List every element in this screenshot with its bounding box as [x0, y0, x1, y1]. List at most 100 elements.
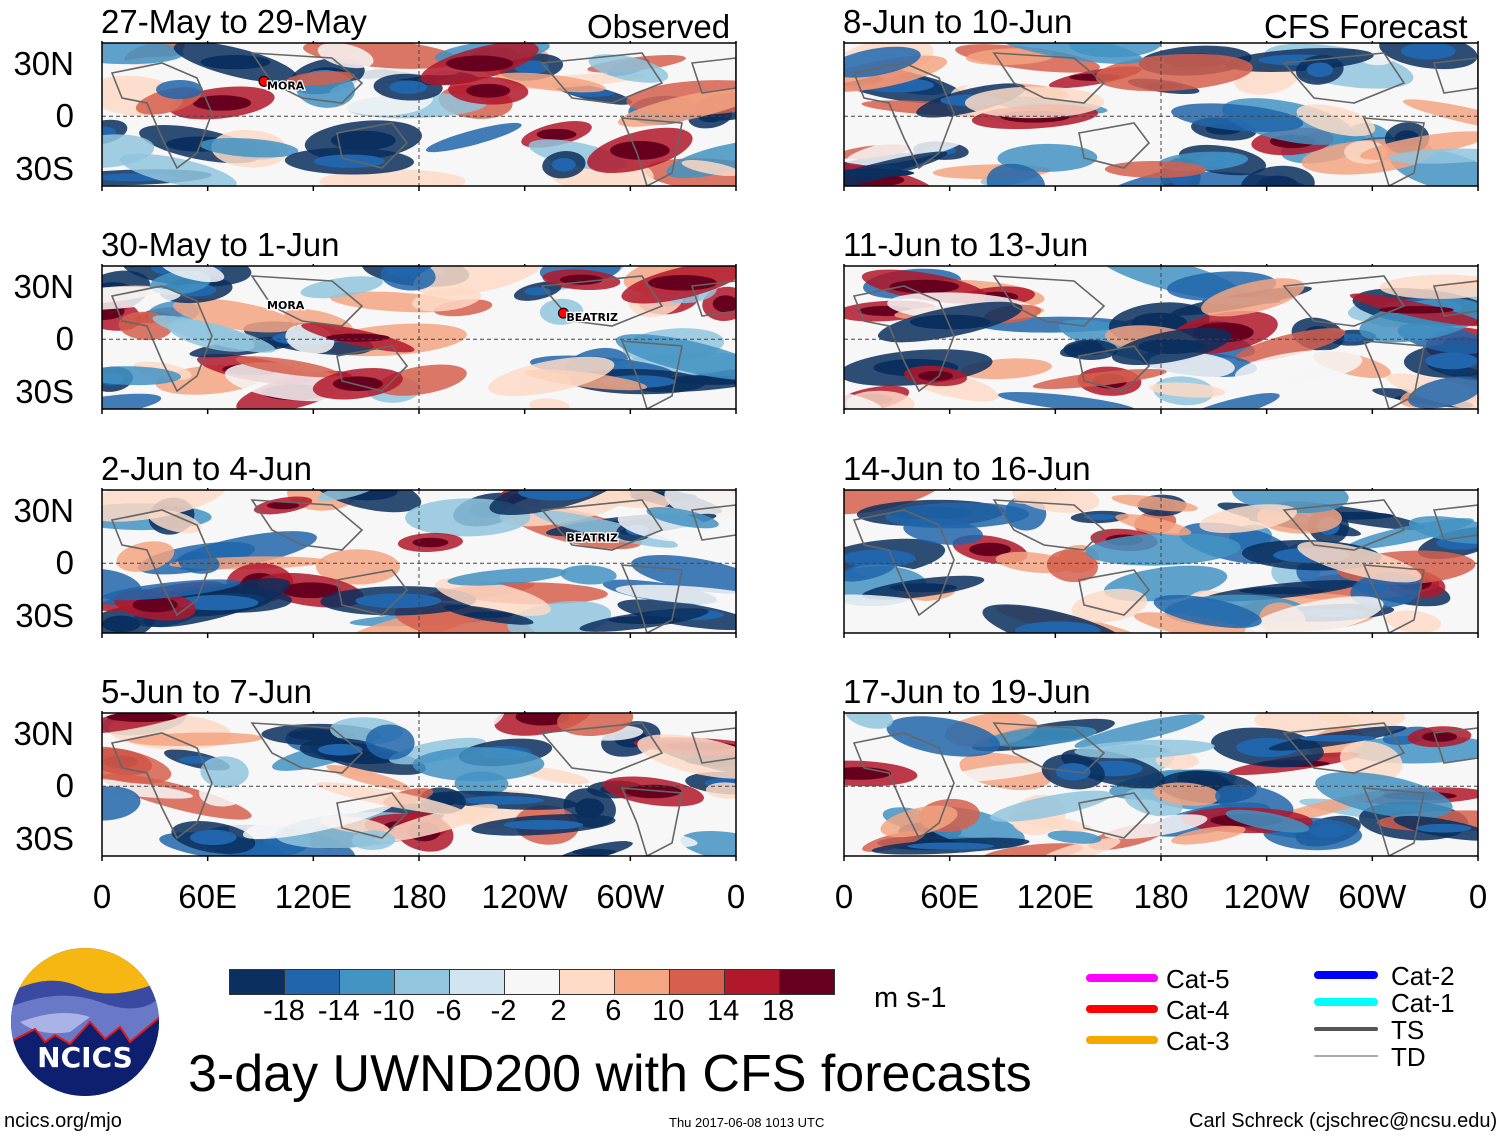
- wind-anomaly-contour: [380, 266, 436, 291]
- wind-anomaly-core: [572, 848, 616, 856]
- wind-anomaly-contour: [102, 366, 182, 386]
- coastline: [336, 122, 409, 169]
- coastline: [690, 57, 736, 94]
- observed-label: Observed: [587, 8, 731, 45]
- wind-anomaly-contour: [965, 48, 1055, 66]
- wind-anomaly-contour: [1039, 838, 1121, 856]
- coastline: [1282, 52, 1406, 104]
- wind-anomaly-core: [1299, 734, 1376, 742]
- wind-anomaly-contour: [988, 725, 1097, 747]
- footer-credit: Carl Schreck (cjschrec@ncsu.edu): [1189, 1110, 1498, 1132]
- wind-anomaly-contour: [557, 713, 634, 737]
- wind-anomaly-contour: [1133, 612, 1275, 633]
- wind-anomaly-contour: [617, 87, 736, 127]
- legend-line-cat-3: [1086, 1036, 1158, 1044]
- wind-anomaly-contour: [326, 764, 410, 791]
- wind-anomaly-contour: [1296, 104, 1376, 137]
- wind-anomaly-contour: [235, 356, 339, 378]
- wind-anomaly-contour: [242, 797, 396, 840]
- coastline: [336, 792, 409, 839]
- svg-text:NCICS: NCICS: [37, 1041, 133, 1074]
- footer-url[interactable]: ncics.org/mjo: [4, 1110, 122, 1132]
- coastline: [1362, 117, 1425, 186]
- lon-label: 0: [726, 878, 746, 915]
- wind-anomaly-contour: [374, 804, 498, 843]
- wind-anomaly-contour: [102, 393, 162, 409]
- wind-anomaly-core: [466, 83, 511, 98]
- lon-label: 60W: [1338, 878, 1407, 915]
- lon-label: 60E: [178, 878, 238, 915]
- colorbar-swatch: [230, 970, 285, 994]
- coastline: [690, 280, 736, 317]
- storm-marker-icon: [258, 75, 270, 87]
- lat-label: 30S: [15, 149, 74, 187]
- wind-anomaly-core: [608, 616, 680, 625]
- main-title: 3-day UWND200 with CFS forecasts: [188, 1045, 1032, 1103]
- legend-label: Cat-2: [1391, 961, 1455, 991]
- wind-anomaly-contour: [417, 713, 505, 737]
- wind-anomaly-contour: [844, 490, 947, 515]
- colorbar-tick-label: 18: [761, 995, 795, 1027]
- wind-anomaly-contour: [1074, 714, 1205, 749]
- wind-anomaly-core: [1083, 513, 1116, 521]
- wind-anomaly-contour: [1171, 103, 1304, 132]
- wind-anomaly-contour: [844, 46, 921, 78]
- panel-title: 8-Jun to 10-Jun: [843, 3, 1073, 40]
- coastline: [110, 62, 213, 170]
- wind-anomaly-core: [551, 157, 576, 172]
- wind-anomaly-contour: [319, 169, 466, 186]
- lon-label: 180: [1133, 878, 1189, 915]
- wind-anomaly-contour: [116, 541, 175, 572]
- wind-anomaly-contour: [1231, 490, 1349, 514]
- legend-line-cat-4: [1086, 1005, 1158, 1013]
- wind-anomaly-contour: [435, 578, 551, 616]
- coastline: [1432, 504, 1478, 541]
- wind-anomaly-contour: [529, 398, 570, 409]
- wind-anomaly-contour: [1318, 713, 1361, 727]
- coastline: [992, 499, 1106, 551]
- coastline: [110, 285, 213, 393]
- wind-anomaly-contour: [844, 559, 897, 582]
- lon-label: 120W: [481, 878, 568, 915]
- wind-anomaly-core: [446, 55, 514, 72]
- lat-label: 30S: [15, 372, 74, 410]
- wind-anomaly-contour: [317, 490, 379, 501]
- lat-label: 30N: [13, 491, 74, 529]
- coastline: [992, 52, 1106, 104]
- lat-label: 30S: [15, 596, 74, 634]
- wind-anomaly-contour: [317, 43, 374, 69]
- storm-label: MORA: [267, 79, 305, 92]
- panel-title: 27-May to 29-May: [101, 3, 367, 40]
- wind-anomaly-core: [844, 168, 915, 178]
- wind-anomaly-contour: [1047, 830, 1102, 844]
- forecast-label: CFS Forecast: [1264, 8, 1468, 45]
- wind-anomaly-contour: [1171, 825, 1246, 845]
- wind-anomaly-contour: [119, 153, 237, 186]
- wind-anomaly-core: [192, 95, 252, 111]
- wind-anomaly-contour: [588, 54, 669, 83]
- storm-label: MORA: [267, 299, 305, 312]
- wind-anomaly-core: [518, 490, 593, 501]
- coastline: [620, 340, 683, 409]
- wind-anomaly-contour: [1012, 490, 1100, 513]
- legend-line-ts: [1314, 1027, 1378, 1031]
- colorbar-swatch: [725, 970, 780, 994]
- wind-anomaly-core: [889, 583, 958, 593]
- wind-anomaly-contour: [631, 555, 736, 594]
- storm-label: BEATRIZ: [566, 532, 618, 545]
- colorbar-swatch: [670, 970, 725, 994]
- wind-anomaly-contour: [846, 390, 915, 409]
- colorbar-swatch: [450, 970, 505, 994]
- coastline: [540, 52, 664, 104]
- coastline: [110, 732, 213, 840]
- coastline: [250, 499, 364, 551]
- wind-anomaly-core: [174, 595, 259, 611]
- wind-anomaly-contour: [637, 734, 736, 779]
- legend-label: TD: [1391, 1042, 1426, 1072]
- wind-anomaly-contour: [102, 786, 141, 821]
- colorbar-tick-label: 2: [550, 995, 567, 1027]
- lat-label: 0: [55, 97, 74, 135]
- colorbar-units: m s-1: [874, 982, 947, 1014]
- wind-anomaly-core: [712, 295, 736, 313]
- uwnd-map-panel: [843, 488, 1479, 638]
